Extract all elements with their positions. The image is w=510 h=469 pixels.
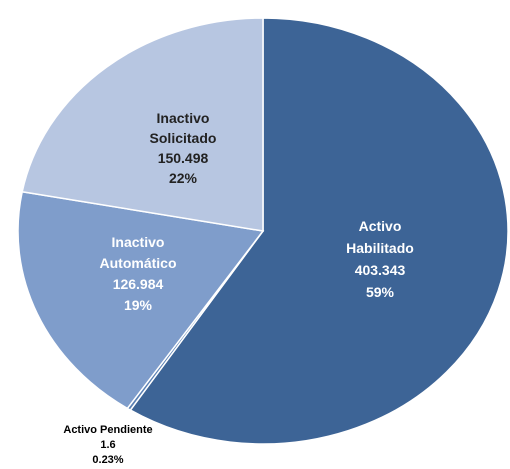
slice-label: Inactivo Automático 126.984 19% (83, 232, 193, 316)
slice-label: Activo Habilitado 403.343 59% (315, 215, 445, 303)
slice-percent: 19% (123, 297, 153, 313)
slice-value: 1.6 (100, 439, 116, 451)
slice-value: 126.984 (112, 276, 164, 292)
slice-label: Inactivo Solicitado 150.498 22% (128, 108, 238, 188)
slice-percent: 22% (168, 170, 198, 186)
pie-slice (17, 190, 265, 410)
pie-slice (129, 17, 509, 445)
slice-percent: 59% (365, 284, 395, 300)
slice-label: Activo Pendiente 1.6 0.23% (33, 423, 183, 468)
slice-name: Activo Habilitado (346, 218, 414, 256)
slice-name: Inactivo Solicitado (149, 110, 217, 146)
slice-percent: 0.23% (92, 454, 124, 466)
slice-name: Activo Pendiente (63, 424, 153, 436)
slice-value: 403.343 (354, 262, 406, 278)
pie-slice (21, 17, 264, 232)
slice-value: 150.498 (157, 150, 209, 166)
slice-name: Inactivo Automático (99, 234, 177, 271)
